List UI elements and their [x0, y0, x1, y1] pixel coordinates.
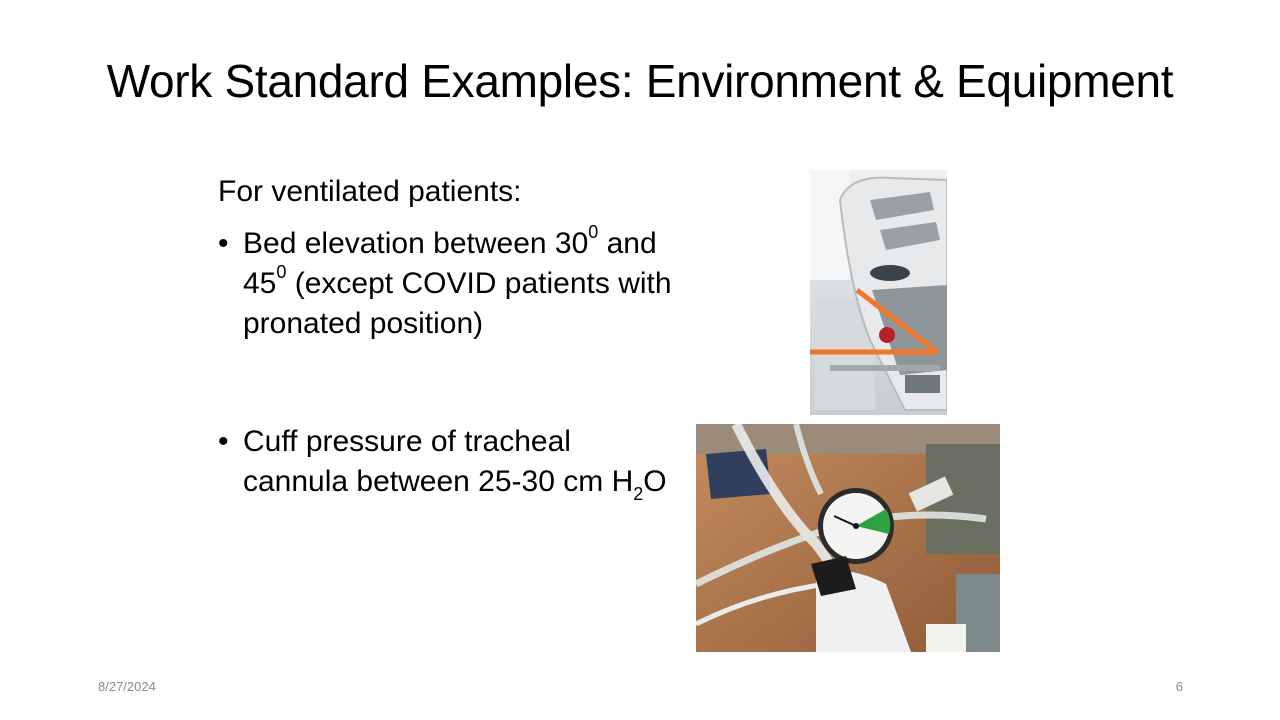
bullet2-text-b: O [643, 465, 667, 498]
bed-elevation-photo [810, 170, 947, 415]
subscript-2: 2 [633, 484, 644, 504]
bullet1-text-a: Bed elevation between 30 [243, 227, 589, 260]
degree-symbol: 0 [588, 222, 599, 242]
bullet1-text-b: and 45 [243, 227, 657, 300]
bullet-bed-elevation: Bed elevation between 300 and 450 (excep… [218, 222, 678, 344]
slide-title: Work Standard Examples: Environment & Eq… [106, 55, 1174, 107]
bullet2-text-a: Cuff pressure of tracheal cannula betwee… [243, 425, 634, 498]
cuff-pressure-photo [696, 424, 1000, 652]
page-number: 6 [1175, 679, 1183, 694]
slide-body: For ventilated patients: Bed elevation b… [218, 172, 678, 504]
bullet-cuff-pressure: Cuff pressure of tracheal cannula betwee… [218, 422, 678, 504]
intro-text: For ventilated patients: [218, 175, 522, 208]
bullet1-text-c: (except COVID patients with pronated pos… [243, 267, 672, 340]
degree-symbol: 0 [276, 262, 287, 282]
footer-date: 8/27/2024 [98, 679, 156, 694]
